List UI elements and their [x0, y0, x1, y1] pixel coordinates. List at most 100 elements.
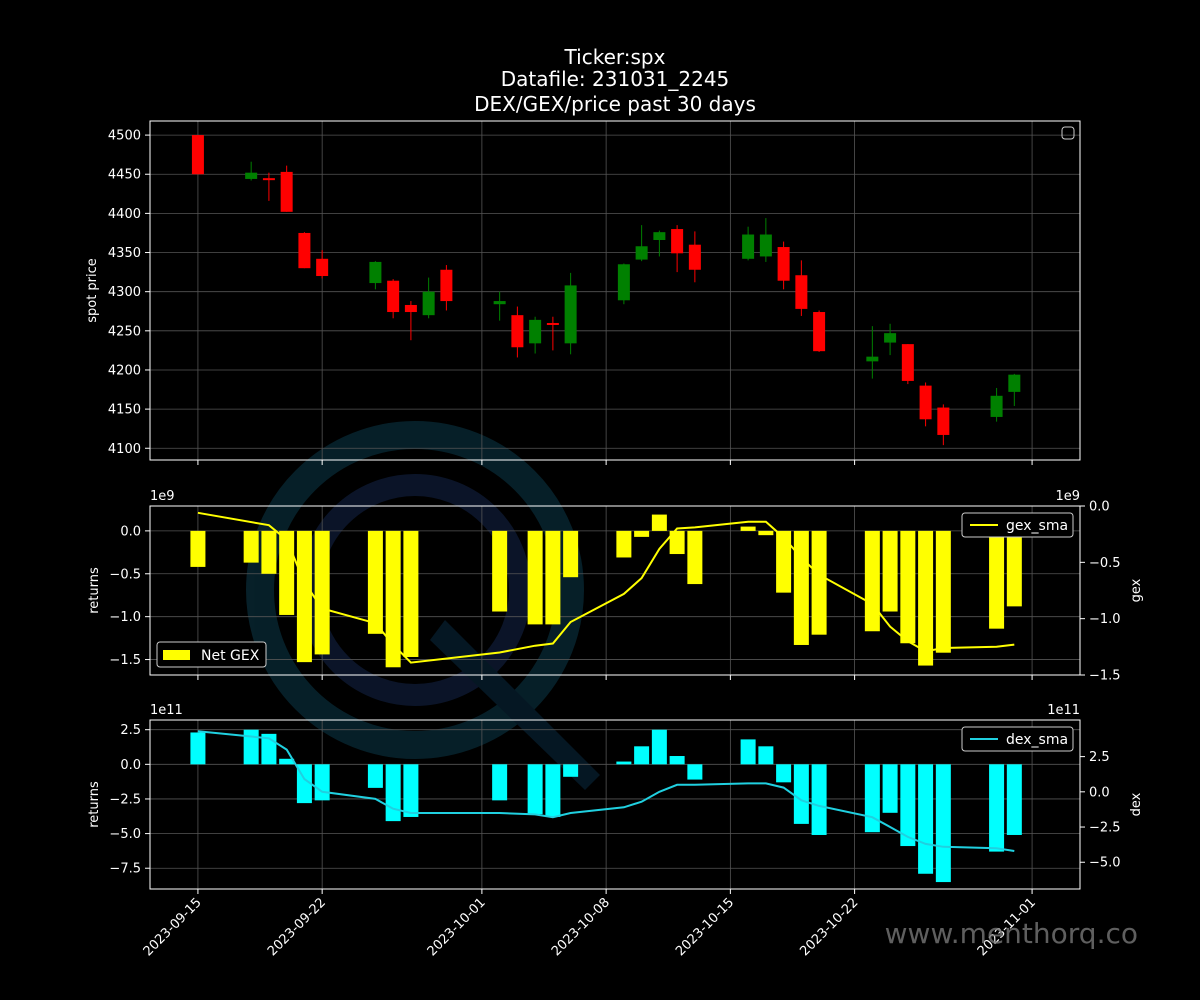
price-legend-box — [1061, 126, 1075, 140]
dex-bar — [314, 764, 330, 801]
candle-body — [369, 261, 382, 284]
y-tick-label: −2.5 — [109, 792, 141, 807]
net-gex-bar — [243, 530, 259, 563]
candle-body — [404, 304, 417, 313]
price-panel: 4100 4150 4200 4250 4300 4350 4400 4450 4500 spo… — [85, 120, 1081, 465]
net-gex-legend-swatch — [163, 650, 190, 660]
dex-bar — [989, 764, 1005, 852]
gex-left-exponent: 1e9 — [150, 489, 175, 504]
dex-bar — [669, 756, 685, 765]
net-gex-bar — [989, 530, 1005, 629]
y-tick-label: −1.0 — [109, 610, 141, 625]
net-gex-bar — [758, 530, 774, 536]
dex-bar — [864, 764, 880, 833]
y-tick-label-right: −5.0 — [1089, 856, 1121, 871]
candle-body — [298, 232, 311, 269]
y-tick-label: 4350 — [108, 246, 141, 261]
candle-body — [671, 229, 684, 254]
gex-panel: 0.0−0.5−1.0−1.5 0.0−0.5−1.0−1.5 returns … — [87, 489, 1144, 684]
net-gex-bar — [616, 530, 632, 558]
candle-body — [919, 385, 932, 420]
gex-right-axis-label: gex — [1129, 578, 1144, 602]
candle-body — [529, 319, 542, 344]
candle-body — [511, 315, 524, 348]
net-gex-bar — [634, 530, 650, 537]
candle-body — [742, 234, 755, 259]
dex-frame — [149, 719, 1081, 890]
net-gex-bar — [918, 530, 934, 666]
y-tick-label: 4500 — [108, 129, 141, 144]
net-gex-bar — [1006, 530, 1022, 607]
dex-right-exponent: 1e11 — [1047, 703, 1080, 718]
dex-bar — [367, 764, 383, 788]
net-gex-bar — [563, 530, 579, 578]
y-tick-label: −0.5 — [109, 567, 141, 582]
net-gex-legend: Net GEX — [156, 641, 267, 668]
y-tick-label: 0.0 — [120, 524, 141, 539]
candle-body — [795, 275, 808, 309]
dex-bar — [811, 764, 827, 835]
dex-bar — [563, 764, 579, 777]
candle-body — [262, 178, 275, 181]
net-gex-bar — [492, 530, 508, 612]
gex-x-ticks — [197, 675, 1033, 680]
net-gex-bar — [279, 530, 295, 615]
y-tick-label: 0.0 — [120, 758, 141, 773]
candle-body — [422, 291, 435, 316]
price-y-axis-label: spot price — [85, 258, 100, 323]
title-line-3: DEX/GEX/price past 30 days — [474, 92, 756, 116]
watermark-logo — [246, 421, 600, 790]
candle-body — [901, 344, 914, 381]
dex-sma-line — [197, 730, 1015, 852]
dex-bar — [385, 764, 401, 822]
net-gex-bar — [793, 530, 809, 645]
dex-bar — [793, 764, 809, 824]
dex-bar — [651, 729, 667, 765]
net-gex-bar — [687, 530, 703, 585]
dex-sma-line-group — [197, 730, 1015, 852]
net-gex-bar — [669, 530, 685, 555]
gex-left-axis-label: returns — [87, 567, 102, 614]
candle-body — [884, 333, 897, 343]
y-tick-label: 4150 — [108, 403, 141, 418]
net-gex-bar — [651, 514, 667, 531]
dex-sma-legend-box — [961, 726, 1074, 752]
dex-bars — [190, 729, 1022, 883]
y-tick-label-right: 0.0 — [1089, 785, 1110, 800]
y-tick-label: 4200 — [108, 363, 141, 378]
net-gex-bar — [740, 526, 756, 531]
gex-sma-legend-label: gex_sma — [1006, 518, 1068, 534]
net-gex-bar — [864, 530, 880, 632]
dex-bar — [758, 746, 774, 765]
price-y-ticks: 4100 4150 4200 4250 4300 4350 4400 4450 4500 — [108, 129, 150, 457]
candle-body — [777, 247, 790, 281]
dex-left-exponent: 1e11 — [150, 703, 183, 718]
y-tick-label-right: 0.0 — [1089, 500, 1110, 515]
candle-body — [653, 232, 666, 241]
net-gex-bar — [935, 530, 951, 653]
net-gex-bar — [900, 530, 916, 644]
dex-bar — [634, 746, 650, 765]
dex-left-y-ticks: 2.5 0.0 −2.5 −5.0 −7.5 — [109, 723, 150, 877]
dex-bar — [190, 732, 206, 765]
gex-sma-legend-box — [961, 512, 1074, 538]
y-tick-label: 4450 — [108, 168, 141, 183]
candle-body — [813, 312, 826, 352]
dex-bar — [1006, 764, 1022, 835]
candle-body — [1008, 374, 1021, 392]
candle-body — [937, 407, 950, 435]
y-tick-label-right: 2.5 — [1089, 750, 1110, 765]
candle-body — [635, 246, 648, 260]
price-frame — [149, 120, 1081, 461]
dex-sma-legend-label: dex_sma — [1006, 732, 1068, 748]
net-gex-bar — [403, 530, 419, 657]
candle-body — [990, 395, 1003, 417]
net-gex-bar — [385, 530, 401, 668]
y-tick-label: 2.5 — [120, 723, 141, 738]
candle-body — [617, 264, 630, 301]
candle-body — [387, 280, 400, 313]
dex-right-axis-label: dex — [1129, 792, 1144, 816]
